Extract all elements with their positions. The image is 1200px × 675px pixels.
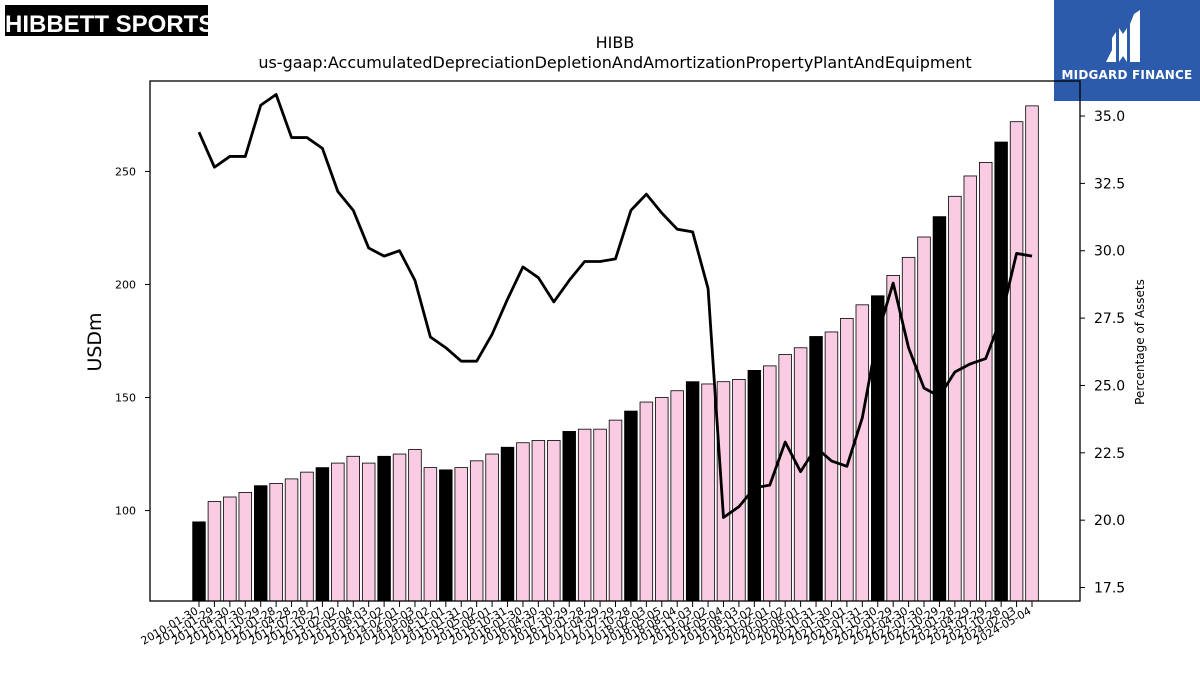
- bar: [824, 331, 839, 602]
- bar: [562, 431, 576, 602]
- logo-text: HIBBETT SPORTS: [5, 11, 208, 36]
- bar: [1009, 121, 1024, 602]
- bar: [932, 216, 947, 602]
- bar: [377, 455, 391, 602]
- bar: [901, 256, 916, 602]
- bar: [454, 467, 468, 602]
- bar: [331, 462, 345, 602]
- bar: [855, 304, 870, 602]
- bar: [577, 428, 592, 602]
- line-series: [197, 93, 1033, 519]
- y2-tick-label: 20.0: [1094, 513, 1125, 529]
- y2-tick-label: 35.0: [1094, 109, 1125, 125]
- bar: [624, 410, 638, 602]
- bar: [361, 462, 376, 602]
- y2-tick-label: 30.0: [1094, 244, 1125, 260]
- y-tick-label: 100: [115, 505, 136, 518]
- y2-tick-label: 27.5: [1094, 311, 1125, 327]
- bar: [346, 455, 360, 602]
- bar: [793, 347, 808, 602]
- bar: [269, 483, 283, 602]
- bar: [223, 496, 237, 602]
- chart-title: HIBB: [596, 33, 635, 52]
- bar: [963, 175, 978, 602]
- bar: [701, 383, 715, 602]
- bar: [948, 195, 962, 602]
- chart-subtitle: us-gaap:AccumulatedDepreciationDepletion…: [258, 53, 971, 72]
- bar: [917, 236, 931, 602]
- bar: [300, 471, 314, 602]
- bar: [979, 161, 993, 602]
- bar: [716, 381, 731, 602]
- bar: [655, 397, 669, 602]
- bar: [423, 467, 438, 602]
- bar: [238, 492, 252, 602]
- bar: [531, 440, 546, 602]
- badge-label: MIDGARD FINANCE: [1061, 68, 1193, 82]
- bar: [439, 469, 453, 602]
- bar: [994, 141, 1008, 602]
- y2-tick-label: 22.5: [1094, 446, 1125, 462]
- bar: [685, 381, 700, 602]
- bar: [608, 419, 623, 602]
- y-tick-label: 250: [115, 165, 136, 178]
- midgard-logo-icon: [1106, 10, 1140, 62]
- bar: [516, 442, 530, 602]
- y2-tick-label: 32.5: [1094, 176, 1125, 192]
- y2-tick-label: 25.0: [1094, 378, 1125, 394]
- y-axis-label: USDm: [84, 312, 106, 371]
- bar: [192, 521, 206, 602]
- bar: [639, 401, 654, 602]
- line-series-layer: [197, 93, 1033, 519]
- midgard-finance-badge: MIDGARD FINANCE: [1054, 0, 1200, 101]
- y-tick-label: 150: [115, 392, 136, 405]
- bar: [207, 501, 222, 602]
- bar: [500, 446, 515, 602]
- bar: [809, 336, 823, 602]
- y2-axis-label: Percentage of Assets: [1133, 279, 1147, 405]
- bar: [469, 460, 484, 602]
- bar: [315, 467, 330, 602]
- bar: [593, 428, 607, 602]
- bar: [886, 275, 900, 602]
- y2-tick-label: 17.5: [1094, 581, 1125, 597]
- bar: [392, 453, 407, 602]
- bar: [408, 449, 422, 602]
- bar: [485, 453, 499, 602]
- bar: [732, 379, 746, 602]
- y-tick-label: 200: [115, 278, 136, 291]
- bar: [840, 317, 854, 602]
- bar: [670, 390, 684, 602]
- bar: [778, 354, 792, 602]
- bar: [547, 440, 561, 602]
- bar: [253, 485, 268, 602]
- axes: 100 150 200 250 17.5 20.0 22.5 25.0 27.5 30.0 32.5…: [115, 80, 1125, 648]
- bar: [1025, 105, 1039, 602]
- bar: [284, 478, 299, 602]
- hibbett-sports-logo: HIBBETT SPORTS®: [5, 5, 208, 36]
